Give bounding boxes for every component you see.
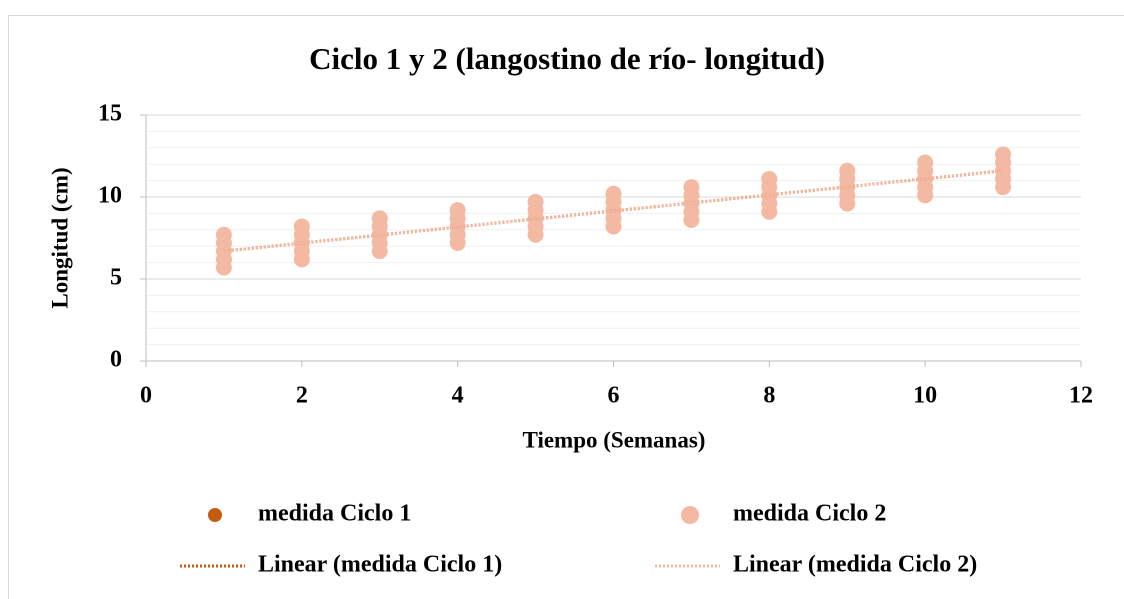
legend-label: medida Ciclo 2 (733, 501, 886, 527)
point (293, 218, 310, 235)
point (371, 210, 388, 227)
legend-marker (681, 506, 699, 524)
point (449, 202, 466, 219)
point (917, 154, 934, 171)
y-tick-label: 15 (98, 101, 122, 127)
chart-border (8, 15, 1124, 599)
legend-label: Linear (medida Ciclo 1) (258, 552, 502, 578)
x-axis-label: Tiempo (Semanas) (523, 427, 706, 452)
legend-marker (208, 508, 222, 522)
y-tick-label: 5 (110, 265, 122, 291)
x-tick-label: 10 (913, 383, 937, 409)
trend-line (223, 169, 1004, 253)
point (761, 170, 778, 187)
point (839, 162, 856, 179)
point (527, 193, 544, 210)
x-tick-label: 6 (608, 383, 620, 409)
legend-label: Linear (medida Ciclo 2) (733, 552, 977, 578)
x-tick-label: 2 (296, 383, 308, 409)
x-tick-label: 12 (1069, 383, 1093, 409)
x-tick-label: 8 (763, 383, 775, 409)
point (683, 179, 700, 196)
y-tick-label: 10 (98, 183, 122, 209)
point (605, 185, 622, 202)
chart-title: Ciclo 1 y 2 (langostino de río- longitud… (309, 41, 825, 76)
y-axis-label: Longitud (cm) (47, 167, 72, 308)
point (995, 146, 1012, 163)
x-tick-label: 4 (452, 383, 464, 409)
y-tick-label: 0 (110, 347, 122, 373)
point (215, 226, 232, 243)
x-tick-label: 0 (140, 383, 152, 409)
legend-label: medida Ciclo 1 (258, 501, 411, 527)
